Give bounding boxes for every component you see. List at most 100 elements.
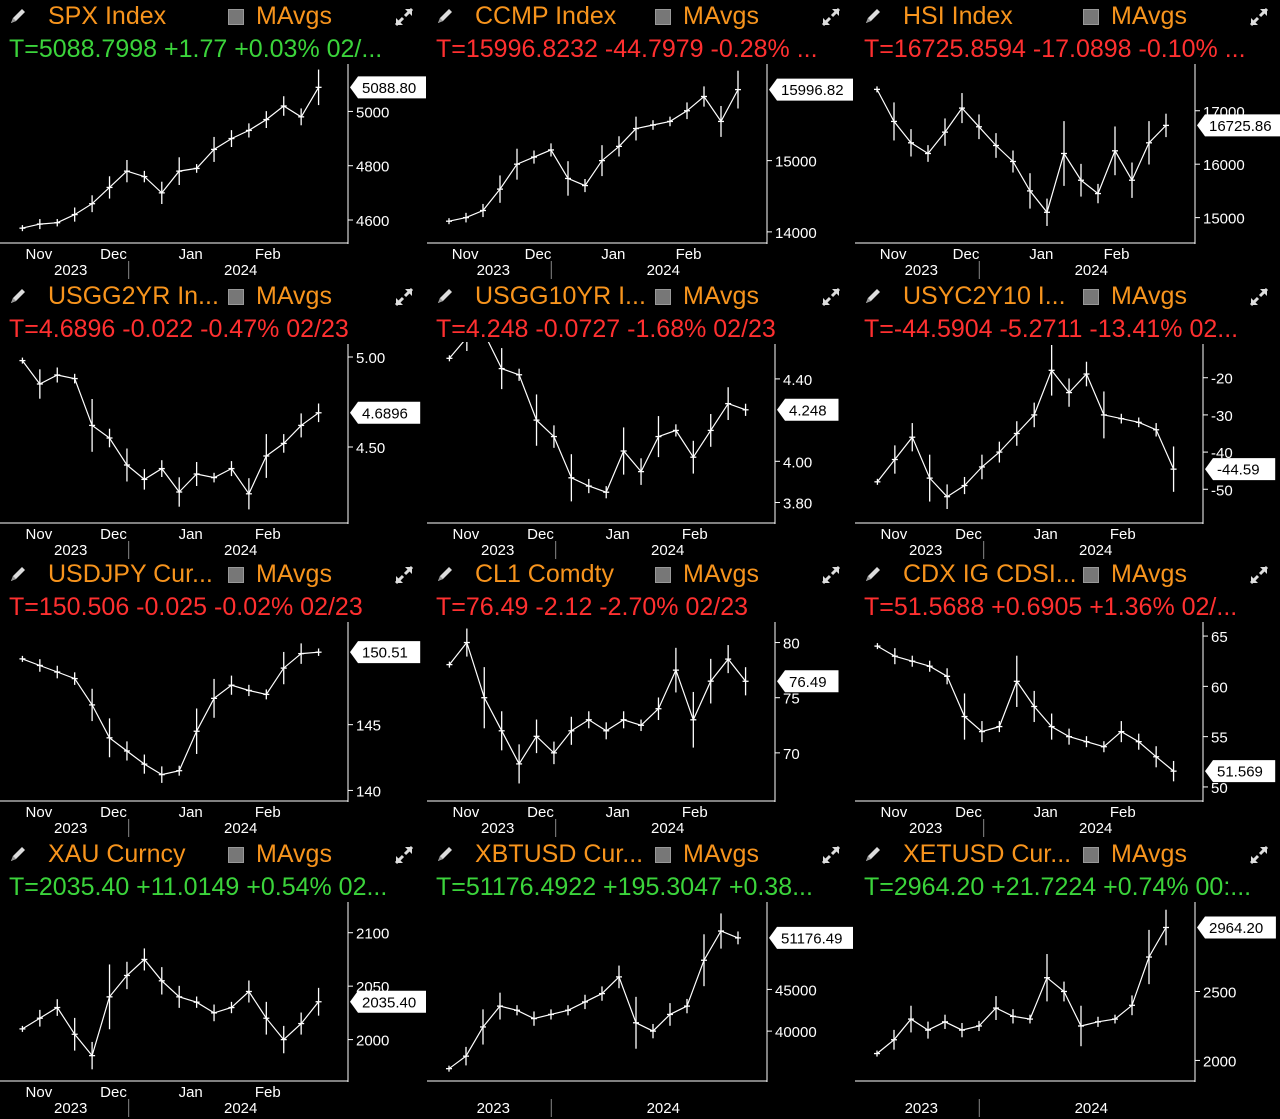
chart-panel-cl1[interactable]: CL1 Comdty MAvgs T=76.49 -2.12 -2.70% 02/2… <box>427 558 853 837</box>
mavgs-label[interactable]: MAvgs <box>256 282 332 310</box>
expand-icon[interactable] <box>1247 5 1271 29</box>
expand-icon[interactable] <box>819 5 843 29</box>
expand-icon[interactable] <box>819 563 843 587</box>
security-title[interactable]: XBTUSD Cur... <box>475 840 644 868</box>
x-year-label: 2024 <box>651 542 684 559</box>
pencil-icon[interactable] <box>435 844 455 864</box>
mavgs-checkbox[interactable] <box>655 567 671 583</box>
mavgs-label[interactable]: MAvgs <box>1111 560 1187 588</box>
y-tick-label: 70 <box>783 746 800 763</box>
mavgs-checkbox[interactable] <box>655 9 671 25</box>
price-chart[interactable]: 2000 2500 2023 2024 2964.20 <box>855 900 1280 1117</box>
chart-panel-usdjpy[interactable]: USDJPY Cur... MAvgs T=150.506 -0.025 -0.02… <box>0 558 426 837</box>
pencil-icon[interactable] <box>8 844 28 864</box>
mavgs-label[interactable]: MAvgs <box>683 840 759 868</box>
mavgs-checkbox[interactable] <box>228 9 244 25</box>
mavgs-checkbox[interactable] <box>1083 9 1099 25</box>
security-title[interactable]: USGG2YR In... <box>48 282 219 310</box>
mavgs-label[interactable]: MAvgs <box>1111 840 1187 868</box>
pencil-icon[interactable] <box>435 6 455 26</box>
security-title[interactable]: XETUSD Cur... <box>903 840 1072 868</box>
price-chart[interactable]: 3.80 4.00 4.40 Nov Dec Jan Feb 2023 2024 4.248 <box>427 342 853 559</box>
security-title[interactable]: CDX IG CDSI... <box>903 560 1077 588</box>
price-chart[interactable]: 140 145 Nov Dec Jan Feb 2023 2024 150.51 <box>0 620 426 837</box>
chart-panel-xetusd[interactable]: XETUSD Cur... MAvgs T=2964.20 +21.7224 +0.… <box>855 838 1280 1117</box>
chart-panel-xau[interactable]: XAU Curncy MAvgs T=2035.40 +11.0149 +0.54%… <box>0 838 426 1117</box>
pencil-icon[interactable] <box>8 564 28 584</box>
x-year-label: 2023 <box>905 262 938 279</box>
quote-line: T=15996.8232 -44.7979 -0.28% ... <box>436 35 818 63</box>
last-value-label: 16725.86 <box>1197 114 1280 137</box>
expand-icon[interactable] <box>819 285 843 309</box>
mavgs-checkbox[interactable] <box>228 847 244 863</box>
chart-panel-xbtusd[interactable]: XBTUSD Cur... MAvgs T=51176.4922 +195.3047… <box>427 838 853 1117</box>
security-title[interactable]: HSI Index <box>903 2 1013 30</box>
price-chart[interactable]: 4.50 5.00 Nov Dec Jan Feb 2023 2024 4.6896 <box>0 342 426 559</box>
price-chart[interactable]: 4600 4800 5000 Nov Dec Jan Feb 2023 2024 5088.80 <box>0 62 426 279</box>
y-tick-label: 55 <box>1211 730 1228 747</box>
mavgs-checkbox[interactable] <box>1083 289 1099 305</box>
chart-panel-usgg2yr[interactable]: USGG2YR In... MAvgs T=4.6896 -0.022 -0.47%… <box>0 280 426 559</box>
mavgs-label[interactable]: MAvgs <box>683 2 759 30</box>
y-tick-label: 14000 <box>775 225 817 242</box>
expand-icon[interactable] <box>392 563 416 587</box>
pencil-icon[interactable] <box>8 286 28 306</box>
expand-icon[interactable] <box>1247 843 1271 867</box>
security-title[interactable]: SPX Index <box>48 2 167 30</box>
mavgs-label[interactable]: MAvgs <box>256 2 332 30</box>
price-chart[interactable]: 14000 15000 Nov Dec Jan Feb 2023 2024 15996.82 <box>427 62 853 279</box>
pencil-icon[interactable] <box>863 286 883 306</box>
quote-line: T=51.5688 +0.6905 +1.36% 02/... <box>864 593 1238 621</box>
expand-icon[interactable] <box>392 5 416 29</box>
last-value-label: 4.248 <box>777 398 839 421</box>
security-title[interactable]: USDJPY Cur... <box>48 560 213 588</box>
security-title[interactable]: XAU Curncy <box>48 840 186 868</box>
chart-panel-ccmp[interactable]: CCMP Index MAvgs T=15996.8232 -44.7979 -0.… <box>427 0 853 279</box>
mavgs-checkbox[interactable] <box>655 289 671 305</box>
mavgs-label[interactable]: MAvgs <box>256 560 332 588</box>
pencil-icon[interactable] <box>435 564 455 584</box>
mavgs-label[interactable]: MAvgs <box>683 560 759 588</box>
security-title[interactable]: CCMP Index <box>475 2 617 30</box>
mavgs-checkbox[interactable] <box>1083 567 1099 583</box>
expand-icon[interactable] <box>392 843 416 867</box>
expand-icon[interactable] <box>392 285 416 309</box>
mavgs-checkbox[interactable] <box>228 567 244 583</box>
expand-icon[interactable] <box>819 843 843 867</box>
mavgs-label[interactable]: MAvgs <box>1111 2 1187 30</box>
x-month-label: Jan <box>179 246 203 263</box>
price-series-line <box>448 930 739 1070</box>
price-chart[interactable]: 50 55 60 65 Nov Dec Jan Feb 2023 2024 51.569 <box>855 620 1280 837</box>
mavgs-checkbox[interactable] <box>655 847 671 863</box>
y-tick-label: 15000 <box>775 154 817 171</box>
mavgs-label[interactable]: MAvgs <box>256 840 332 868</box>
expand-icon[interactable] <box>1247 563 1271 587</box>
mavgs-label[interactable]: MAvgs <box>683 282 759 310</box>
price-chart[interactable]: 40000 45000 2023 2024 51176.49 <box>427 900 853 1117</box>
pencil-icon[interactable] <box>435 286 455 306</box>
x-year-label: 2023 <box>54 542 87 559</box>
price-chart[interactable]: 70 75 80 Nov Dec Jan Feb 2023 2024 76.49 <box>427 620 853 837</box>
pencil-icon[interactable] <box>863 6 883 26</box>
mavgs-checkbox[interactable] <box>228 289 244 305</box>
x-month-label: Dec <box>955 804 982 821</box>
mavgs-checkbox[interactable] <box>1083 847 1099 863</box>
mavgs-label[interactable]: MAvgs <box>1111 282 1187 310</box>
chart-panel-usyc2y10[interactable]: USYC2Y10 I... MAvgs T=-44.5904 -5.2711 -13… <box>855 280 1280 559</box>
security-title[interactable]: USYC2Y10 I... <box>903 282 1066 310</box>
security-title[interactable]: USGG10YR I... <box>475 282 646 310</box>
last-value-text: 150.51 <box>362 645 408 662</box>
chart-panel-spx[interactable]: SPX Index MAvgs T=5088.7998 +1.77 +0.03% 0… <box>0 0 426 279</box>
chart-panel-usgg10yr[interactable]: USGG10YR I... MAvgs T=4.248 -0.0727 -1.68%… <box>427 280 853 559</box>
price-chart[interactable]: -50 -40 -30 -20 Nov Dec Jan Feb 2023 2024 -44.59 <box>855 342 1280 559</box>
pencil-icon[interactable] <box>863 844 883 864</box>
x-month-label: Jan <box>179 804 203 821</box>
pencil-icon[interactable] <box>863 564 883 584</box>
chart-panel-hsi[interactable]: HSI Index MAvgs T=16725.8594 -17.0898 -0.1… <box>855 0 1280 279</box>
chart-panel-cdxig[interactable]: CDX IG CDSI... MAvgs T=51.5688 +0.6905 +1.… <box>855 558 1280 837</box>
security-title[interactable]: CL1 Comdty <box>475 560 614 588</box>
expand-icon[interactable] <box>1247 285 1271 309</box>
pencil-icon[interactable] <box>8 6 28 26</box>
